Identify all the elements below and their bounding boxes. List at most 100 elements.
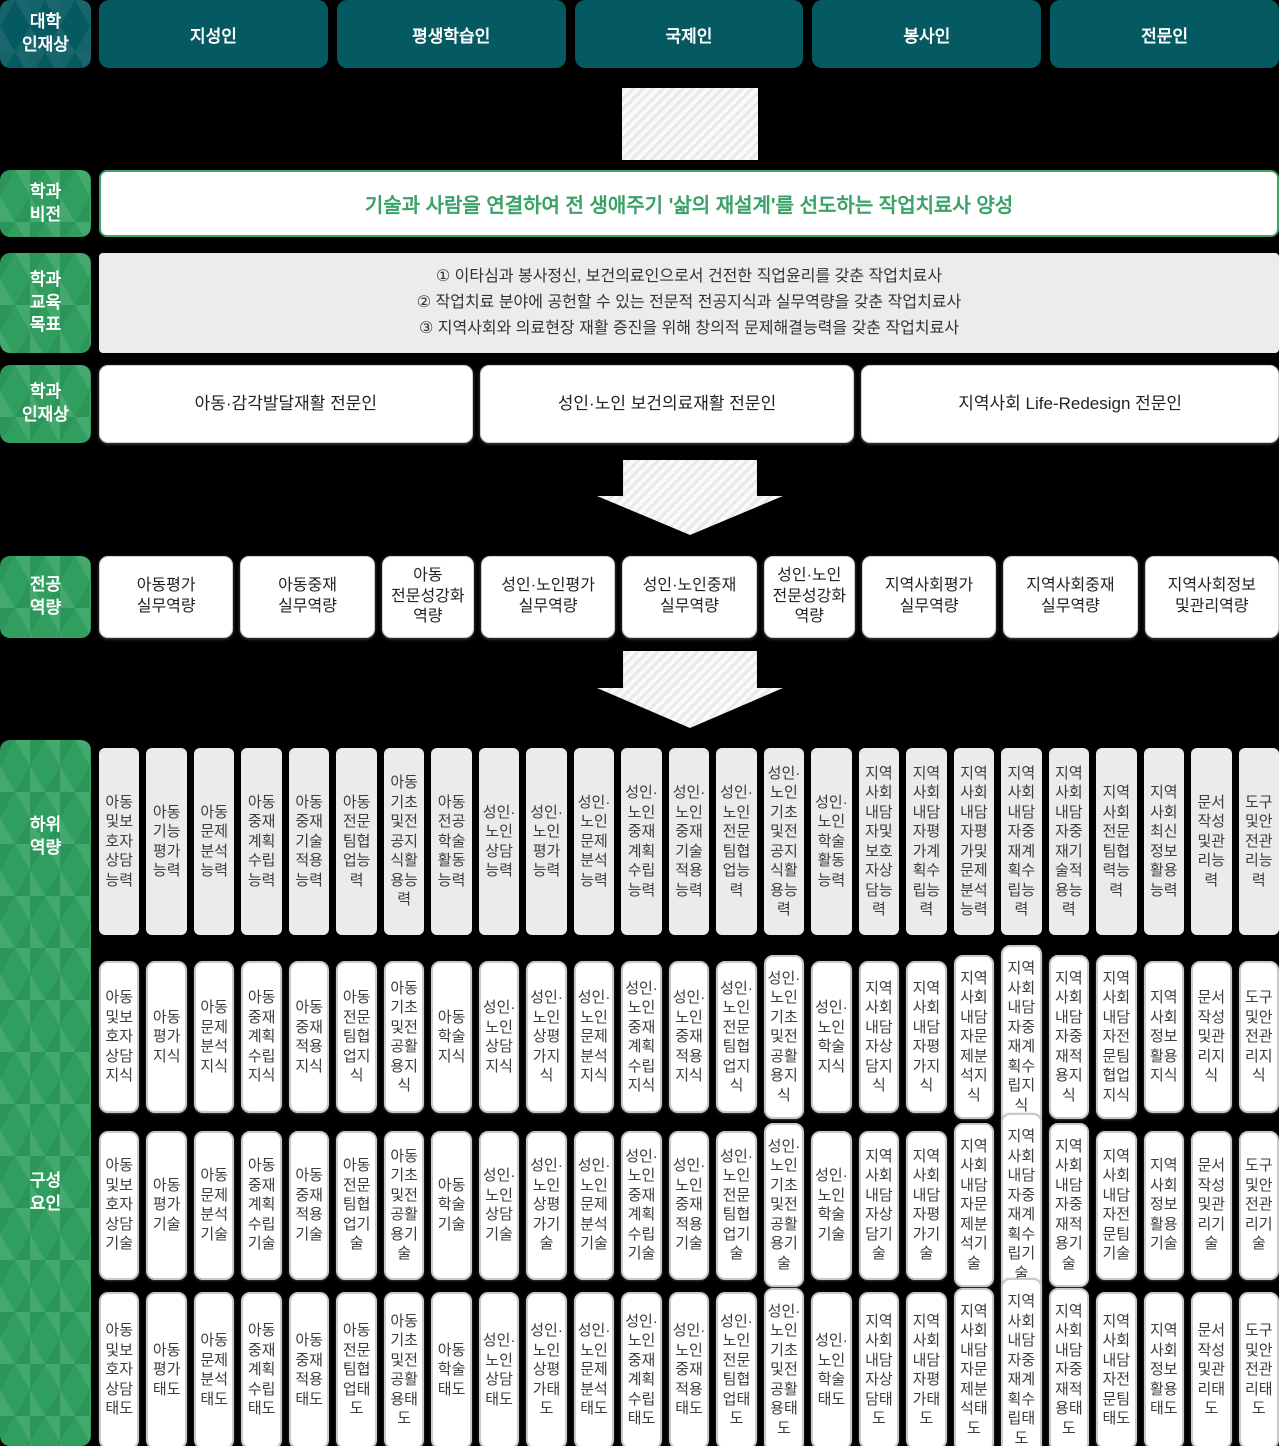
knowledge-item: 아동중재적용지식 bbox=[288, 961, 330, 1113]
skill-item: 성인·노인문제분석기술 bbox=[573, 1130, 615, 1280]
knowledge-item: 아동기초및전공활용지식 bbox=[383, 961, 425, 1113]
major-competency-item: 지역사회평가 실무역량 bbox=[861, 556, 997, 638]
sub-competency-item: 아동중재기술적용능력 bbox=[288, 748, 330, 935]
components-knowledge-row: 아동및보호자상담지식 아동평가지식 아동문제분석지식 아동중재계획수립지식 아동중재적용… bbox=[99, 945, 1279, 1129]
sub-competency-item: 지역사회내담자중재계획수립능력 bbox=[1001, 748, 1042, 935]
sub-competency-item: 성인·노인문제분석능력 bbox=[573, 748, 615, 935]
knowledge-item: 지역사회내담자전문팀협업지식 bbox=[1096, 954, 1137, 1120]
major-competency-item: 아동중재 실무역량 bbox=[240, 556, 375, 638]
knowledge-item: 지역사회정보활용지식 bbox=[1143, 961, 1185, 1113]
skill-item: 성인·노인중재계획수립기술 bbox=[621, 1130, 662, 1280]
knowledge-item: 성인·노인상평가지식 bbox=[526, 961, 567, 1113]
major-competency-item: 지역사회중재 실무역량 bbox=[1003, 556, 1138, 638]
sub-competency-item: 성인·노인기초및전공지식활용능력 bbox=[763, 748, 805, 935]
components-attitude-row: 아동및보호자상담태도 아동평가태도 아동문제분석태도 아동중재계획수립태도 아동중재적용… bbox=[99, 1278, 1279, 1446]
attitude-item: 아동기초및전공활용태도 bbox=[383, 1291, 425, 1446]
knowledge-item: 아동문제분석지식 bbox=[193, 961, 235, 1113]
sub-competency-item: 성인·노인평가능력 bbox=[526, 748, 567, 935]
major-competency-list: 아동평가 실무역량 아동중재 실무역량 아동 전문성강화 역량 성인·노인평가 실무역… bbox=[99, 556, 1279, 638]
dept-vision-label: 학과 비전 bbox=[0, 170, 91, 237]
major-competency-item: 지역사회정보 및관리역량 bbox=[1144, 556, 1279, 638]
sub-competency-item: 아동전문팀협업능력 bbox=[336, 748, 377, 935]
skill-item: 지역사회내담자상담기술 bbox=[858, 1130, 900, 1280]
skill-item: 성인·노인학술기술 bbox=[811, 1130, 852, 1280]
university-ideal-item: 전문인 bbox=[1050, 0, 1279, 68]
attitude-item: 아동평가태도 bbox=[146, 1291, 187, 1446]
dept-vision-row: 학과 비전 기술과 사람을 연결하여 전 생애주기 '삶의 재설계'를 선도하는… bbox=[0, 170, 1279, 237]
hatch-connector bbox=[622, 88, 758, 160]
attitude-item: 아동문제분석태도 bbox=[193, 1291, 235, 1446]
dept-vision-box: 기술과 사람을 연결하여 전 생애주기 '삶의 재설계'를 선도하는 작업치료사… bbox=[99, 170, 1279, 237]
knowledge-item: 지역사회내담자상담지식 bbox=[858, 961, 900, 1113]
down-arrow-icon bbox=[597, 460, 783, 535]
dept-goals-box: ① 이타심과 봉사정신, 보건의료인으로서 건전한 직업윤리를 갖춘 작업치료사… bbox=[99, 253, 1279, 353]
major-competency-item: 성인·노인평가 실무역량 bbox=[480, 556, 616, 638]
attitude-item: 아동전문팀협업태도 bbox=[336, 1291, 377, 1446]
sub-competency-item: 성인·노인중재기술적용능력 bbox=[668, 748, 710, 935]
sub-competency-item: 아동문제분석능력 bbox=[193, 748, 235, 935]
skill-item: 문서작성및관리기술 bbox=[1191, 1130, 1232, 1280]
sub-competency-item: 도구및안전관리능력 bbox=[1238, 748, 1279, 935]
attitude-item: 지역사회내담자중재계획수립태도 bbox=[1001, 1278, 1042, 1446]
skill-item: 아동중재계획수립기술 bbox=[241, 1130, 282, 1280]
university-ideal-item: 봉사인 bbox=[812, 0, 1042, 68]
sub-competency-item: 지역사회내담자평가및문제분석능력 bbox=[953, 748, 995, 935]
attitude-item: 성인·노인전문팀협업태도 bbox=[716, 1291, 757, 1446]
attitude-item: 지역사회내담자문제분석태도 bbox=[953, 1287, 995, 1446]
knowledge-item: 지역사회내담자중재적용지식 bbox=[1048, 954, 1090, 1120]
sub-competency-item: 문서작성및관리능력 bbox=[1191, 748, 1232, 935]
skill-item: 지역사회내담자평가기술 bbox=[906, 1130, 947, 1280]
attitude-item: 아동학술태도 bbox=[431, 1291, 472, 1446]
knowledge-item: 성인·노인문제분석지식 bbox=[573, 961, 615, 1113]
attitude-item: 성인·노인중재계획수립태도 bbox=[621, 1291, 662, 1446]
attitude-item: 지역사회내담자중재적용태도 bbox=[1048, 1287, 1090, 1446]
skill-item: 성인·노인상평가기술 bbox=[526, 1130, 567, 1280]
attitude-item: 문서작성및관리태도 bbox=[1191, 1291, 1232, 1446]
skill-item: 아동전문팀협업기술 bbox=[336, 1130, 377, 1280]
attitude-item: 성인·노인문제분석태도 bbox=[573, 1291, 615, 1446]
knowledge-item: 아동전문팀협업지식 bbox=[336, 961, 377, 1113]
sub-competency-item: 아동및보호자상담능력 bbox=[99, 748, 140, 935]
dept-vision-text: 기술과 사람을 연결하여 전 생애주기 '삶의 재설계'를 선도하는 작업치료사… bbox=[364, 195, 1014, 217]
attitude-item: 지역사회내담자전문팀태도 bbox=[1096, 1291, 1137, 1446]
knowledge-item: 성인·노인기초및전공활용지식 bbox=[763, 954, 805, 1120]
skill-item: 아동학술기술 bbox=[431, 1130, 472, 1280]
skill-item: 지역사회내담자문제분석기술 bbox=[953, 1122, 995, 1288]
attitude-item: 아동중재적용태도 bbox=[288, 1291, 330, 1446]
sub-competency-item: 지역사회내담자중재기술적용능력 bbox=[1048, 748, 1090, 935]
attitude-item: 지역사회내담자상담태도 bbox=[858, 1291, 900, 1446]
sub-competency-item: 아동기초및전공지식활용능력 bbox=[383, 748, 425, 935]
sub-competency-item: 성인·노인상담능력 bbox=[478, 748, 520, 935]
skill-item: 성인·노인전문팀협업기술 bbox=[716, 1130, 757, 1280]
sub-competency-label: 하위 역량 bbox=[29, 815, 62, 857]
skill-item: 도구및안전관리기술 bbox=[1238, 1130, 1279, 1280]
attitude-item: 성인·노인상평가태도 bbox=[526, 1291, 567, 1446]
skill-item: 지역사회내담자전문팀기술 bbox=[1096, 1130, 1137, 1280]
dept-goal-item: ③ 지역사회와 의료현장 재활 증진을 위해 창의적 문제해결능력을 갖춘 작업… bbox=[418, 319, 960, 337]
university-ideal-item: 평생학습인 bbox=[336, 0, 566, 68]
knowledge-item: 아동평가지식 bbox=[146, 961, 187, 1113]
knowledge-item: 성인·노인상담지식 bbox=[478, 961, 520, 1113]
attitude-item: 아동중재계획수립태도 bbox=[241, 1291, 282, 1446]
sub-competency-item: 지역사회전문팀협력능력 bbox=[1096, 748, 1137, 935]
dept-ideal-item: 성인·노인 보건의료재활 전문인 bbox=[479, 365, 855, 443]
sub-competency-item: 성인·노인중재계획수립능력 bbox=[621, 748, 662, 935]
attitude-item: 성인·노인중재적용태도 bbox=[668, 1291, 710, 1446]
skill-item: 지역사회내담자중재계획수립기술 bbox=[1001, 1113, 1042, 1297]
skill-item: 아동평가기술 bbox=[146, 1130, 187, 1280]
university-ideal-list: 지성인 평생학습인 국제인 봉사인 전문인 bbox=[99, 0, 1279, 68]
dept-ideal-item: 지역사회 Life-Redesign 전문인 bbox=[861, 365, 1279, 443]
knowledge-item: 성인·노인학술지식 bbox=[811, 961, 852, 1113]
major-competency-item: 성인·노인 전문성강화 역량 bbox=[763, 556, 855, 638]
attitude-item: 아동및보호자상담태도 bbox=[99, 1291, 140, 1446]
dept-ideal-label: 학과 인재상 bbox=[0, 365, 91, 443]
attitude-item: 성인·노인기초및전공활용태도 bbox=[763, 1287, 805, 1446]
sub-competency-item: 지역사회내담자평가계획수립능력 bbox=[906, 748, 947, 935]
skill-item: 성인·노인상담기술 bbox=[478, 1130, 520, 1280]
knowledge-item: 지역사회내담자평가지식 bbox=[906, 961, 947, 1113]
down-arrow-icon bbox=[597, 651, 783, 728]
sub-competency-item: 지역사회최신정보활용능력 bbox=[1143, 748, 1185, 935]
major-competency-label: 전공 역량 bbox=[0, 556, 91, 638]
knowledge-item: 아동학술지식 bbox=[431, 961, 472, 1113]
